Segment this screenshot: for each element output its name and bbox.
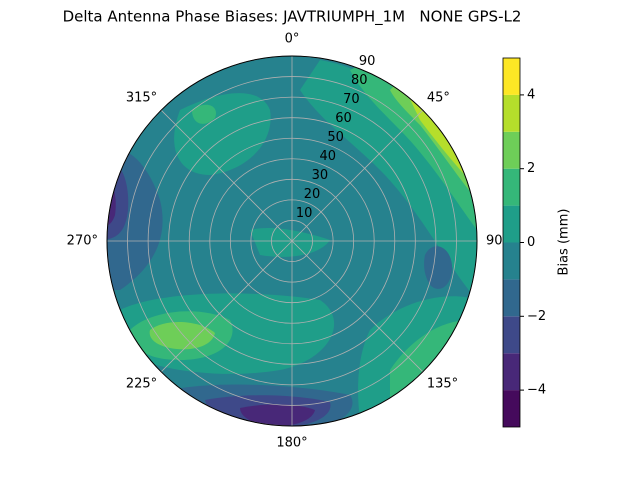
chart-title: Delta Antenna Phase Biases: JAVTRIUMPH_1… — [63, 8, 522, 27]
colorbar-bin — [503, 131, 520, 169]
colorbar-tick-label: 2 — [527, 161, 535, 176]
colorbar-bin — [503, 205, 520, 243]
r-tick-label: 30 — [312, 168, 329, 183]
colorbar-bin — [503, 168, 520, 206]
colorbar-bin — [503, 390, 520, 427]
contour-region — [240, 404, 315, 426]
colorbar-tick-label: 0 — [527, 235, 535, 250]
theta-tick-label: 270° — [67, 234, 98, 249]
colorbar-bin — [503, 316, 520, 354]
contour-region — [149, 322, 215, 350]
polar-grid — [106, 55, 478, 427]
theta-tick-label: 0° — [285, 32, 300, 47]
grid-spoke — [291, 240, 424, 373]
colorbar-bin — [503, 353, 520, 391]
colorbar-bin — [503, 94, 520, 132]
colorbar-tick-label: −2 — [527, 309, 546, 324]
contour-region — [408, 95, 474, 185]
theta-tick-label: 225° — [126, 376, 157, 391]
theta-tick-label: 90 — [486, 234, 503, 249]
contour-region — [192, 104, 216, 124]
colorbar-bin — [503, 58, 520, 95]
grid-spoke — [160, 109, 293, 242]
theta-tick-label: 45° — [427, 91, 450, 106]
grid-spoke — [291, 109, 424, 242]
r-tick-label: 50 — [327, 130, 344, 145]
r-tick-label: 70 — [343, 92, 360, 107]
colorbar-bin — [503, 242, 520, 280]
contour-region — [300, 60, 477, 300]
polar-frame — [106, 55, 478, 427]
contour-region — [350, 65, 477, 230]
theta-tick-label: 180° — [276, 436, 307, 451]
r-tick-label: 80 — [351, 73, 368, 88]
r-tick-label: 60 — [335, 111, 352, 126]
r-tick-label: 10 — [296, 206, 313, 221]
r-tick-label: 90 — [359, 54, 376, 69]
r-tick-label: 40 — [319, 149, 336, 164]
colorbar-tick-label: 4 — [527, 87, 535, 102]
colorbar-label: Bias (mm) — [557, 209, 572, 276]
colorbar-tick-label: −4 — [527, 383, 546, 398]
contour-region — [390, 85, 477, 200]
r-tick-label: 20 — [304, 187, 321, 202]
grid-spoke — [160, 240, 293, 373]
theta-tick-label: 315° — [126, 91, 157, 106]
colorbar-bin — [503, 279, 520, 317]
theta-tick-label: 135° — [427, 376, 458, 391]
